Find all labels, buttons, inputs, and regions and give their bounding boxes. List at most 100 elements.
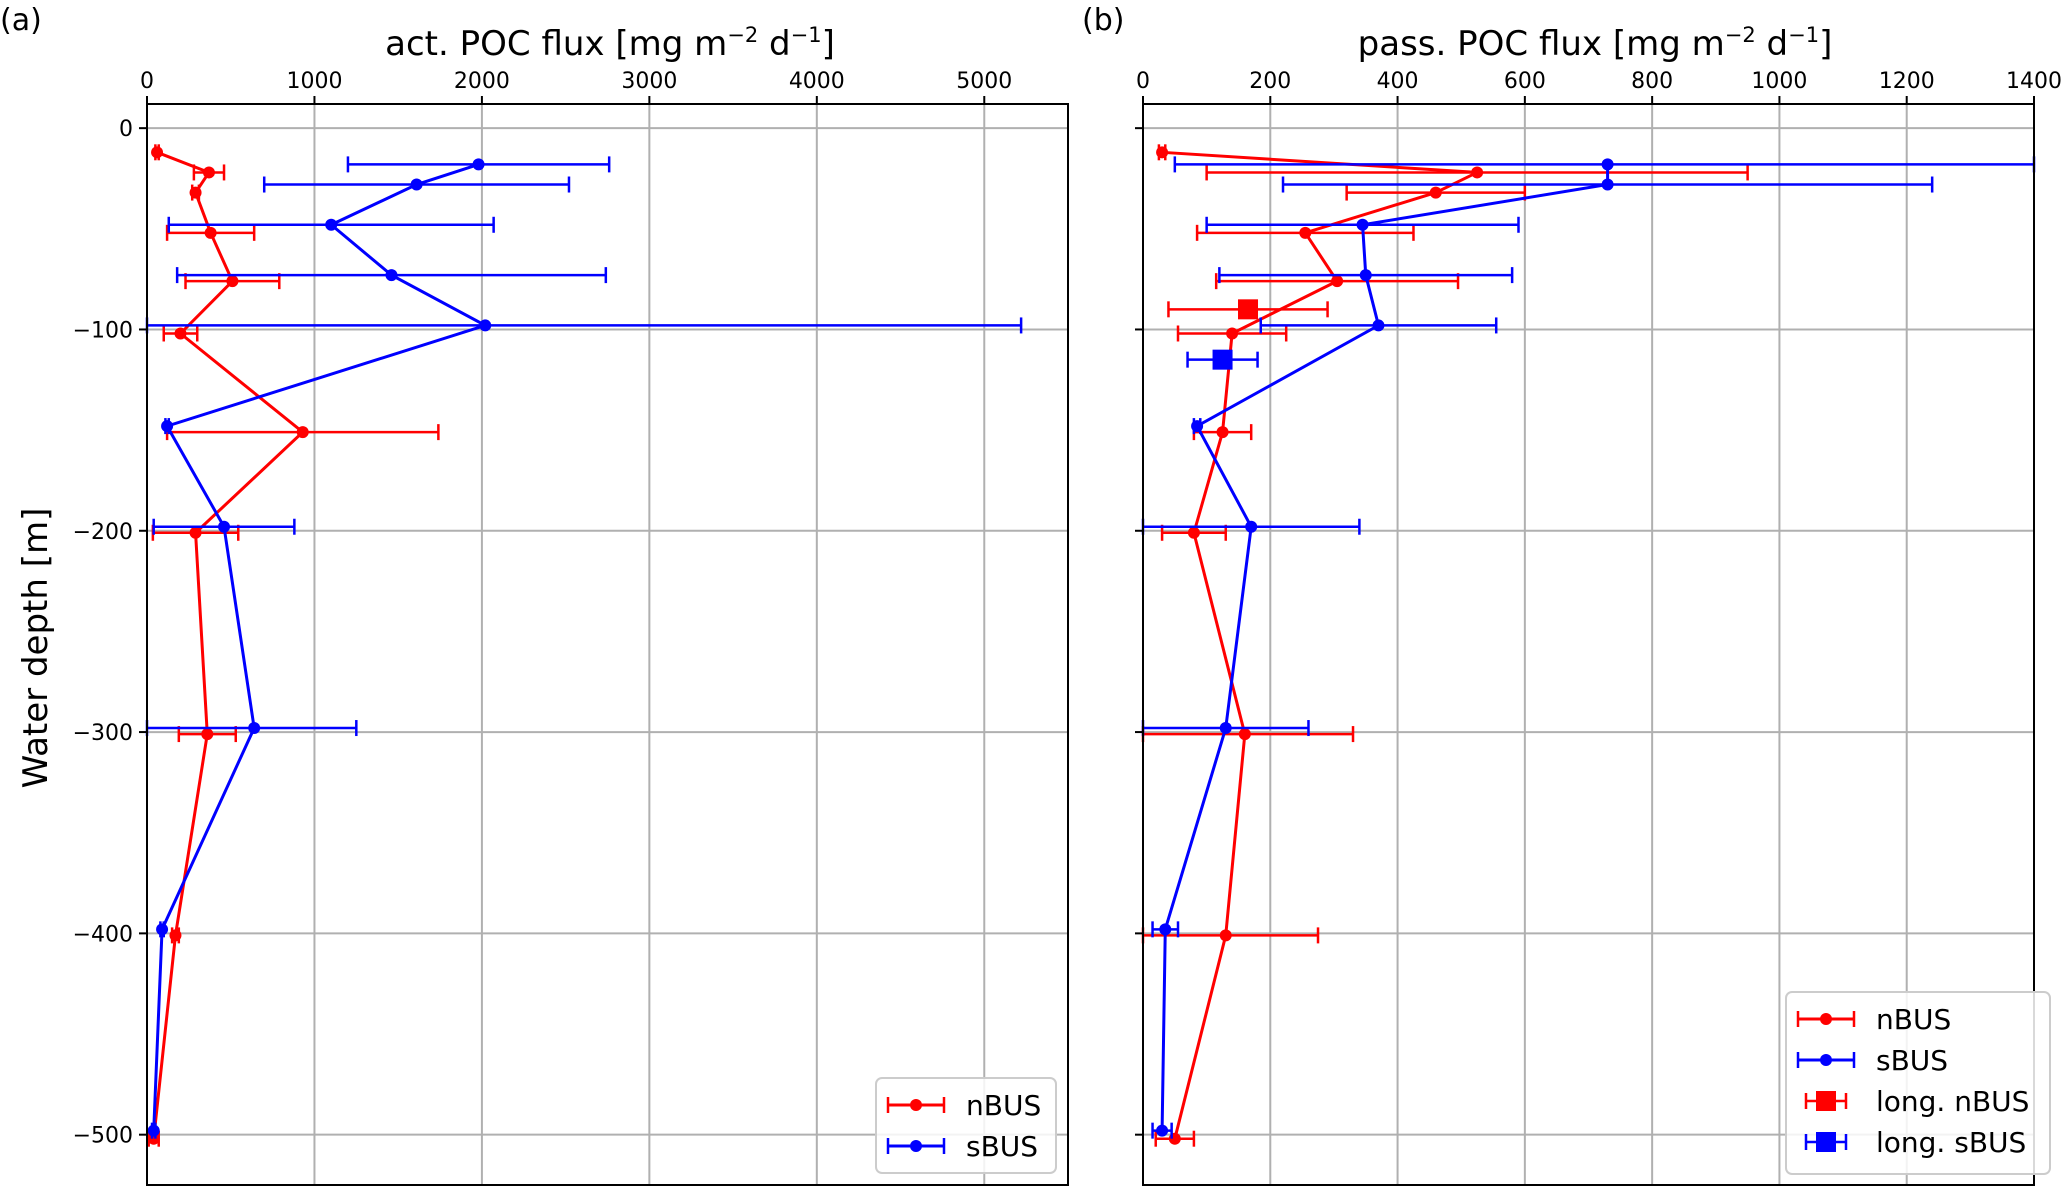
data-point [1219,929,1232,942]
data-point [1216,426,1229,439]
data-point [151,146,164,159]
x-tick-label: 0 [140,69,154,94]
series-long-nbus [1167,299,1329,320]
legend-entry-long-nbus: long. nBUS [1804,1085,2029,1118]
data-point [226,275,239,288]
data-point [479,319,492,332]
data-point [156,923,169,936]
data-point [1191,420,1204,433]
data-point-square [1212,349,1233,370]
data-point [201,728,214,741]
axes-frame-b [1142,103,2035,1186]
legend-a: nBUS sBUS [875,1077,1057,1174]
data-point [1359,269,1372,282]
legend-marker [1820,1054,1832,1066]
x-tick-label: 400 [1377,69,1419,94]
series-nbus [147,144,440,1147]
y-tick-label: −200 [73,520,133,545]
y-tick-label: −400 [73,922,133,947]
y-tick-label: −100 [73,318,133,343]
data-point [174,327,187,340]
series-line-sbus [1160,164,1610,1131]
x-tick-label: 3000 [621,69,677,94]
series-nbus [1141,144,1749,1147]
legend-marker-square [1816,1132,1836,1152]
x-tick-label: 1400 [2006,69,2062,94]
x-tick-label: 600 [1504,69,1546,94]
legend-label: long. sBUS [1876,1126,2026,1159]
data-point [385,269,398,282]
x-axis-title-b: pass. POC flux [mg m−2 d−1] [1358,23,1833,64]
data-point [1356,218,1369,231]
x-tick-label: 4000 [789,69,845,94]
y-ticks-b [1135,127,1143,1136]
data-point [169,929,182,942]
legend-marker [1820,1013,1832,1025]
y-axis-title: Water depth [m] [16,508,56,789]
legend-label: nBUS [966,1089,1041,1122]
x-tick-label: 800 [1631,69,1673,94]
x-tick-label: 200 [1249,69,1291,94]
legend-label: nBUS [1876,1003,1951,1036]
panel-passive-poc-flux: (b) pass. POC flux [mg m−2 d−1] 0 200 400 6… [1082,3,2062,1186]
data-point [204,226,217,239]
data-point [189,526,202,539]
legend-marker-square [1816,1091,1836,1111]
panel-label-b: (b) [1082,3,1124,38]
data-point [1238,728,1251,741]
data-point [202,166,215,179]
data-point [472,158,485,171]
data-point-square [1238,299,1259,320]
y-ticks-a: 0 −100 −200 −300 −400 −500 [73,117,147,1149]
legend-box [1785,991,2051,1175]
panel-active-poc-flux: (a) act. POC flux [mg m−2 d−1] Water dep… [0,3,1069,1186]
series-long-sbus [1186,349,1259,370]
data-point [1156,1124,1169,1137]
data-point [1219,722,1232,735]
data-point [147,1124,160,1137]
y-tick-label: −500 [73,1124,133,1149]
data-point [1299,226,1312,239]
data-point [248,722,261,735]
data-point [1601,178,1614,191]
data-point [296,426,309,439]
x-axis-title-a: act. POC flux [mg m−2 d−1] [385,23,835,64]
data-point [1331,275,1344,288]
data-point [1429,186,1442,199]
data-point [189,186,202,199]
x-tick-label: 0 [1136,69,1150,94]
legend-entry-sbus: sBUS [1796,1044,1948,1077]
data-point [1226,327,1239,340]
data-point [218,520,231,533]
data-point [1245,520,1258,533]
data-point [1159,923,1172,936]
x-tick-label: 1000 [286,69,342,94]
legend-entry-nbus: nBUS [1796,1003,1951,1036]
legend-b: nBUS sBUS long. nBUS long. sBUS [1785,991,2051,1175]
data-point [1372,319,1385,332]
legend-marker [910,1140,922,1152]
axes-frame-a [146,103,1069,1186]
legend-entry-nbus: nBUS [886,1089,1041,1122]
x-tick-label: 1000 [1751,69,1807,94]
series-line-sbus [152,162,490,1131]
plot-area-b [1141,144,2036,1147]
data-point [1187,526,1200,539]
x-ticks-b: 0 200 400 600 800 1000 1200 1400 [1136,69,2062,104]
legend-entry-sbus: sBUS [886,1130,1038,1163]
data-point [1156,146,1169,159]
legend-label: sBUS [1876,1044,1948,1077]
legend-entry-long-sbus: long. sBUS [1804,1126,2026,1159]
data-point [1601,158,1614,171]
x-tick-label: 2000 [454,69,510,94]
legend-label: long. nBUS [1876,1085,2029,1118]
data-point [1471,166,1484,179]
data-point [161,420,174,433]
y-tick-label: −300 [73,721,133,746]
x-tick-label: 1200 [1879,69,1935,94]
legend-label: sBUS [966,1130,1038,1163]
x-ticks-a: 0 1000 2000 3000 4000 5000 [140,69,1012,104]
x-tick-label: 5000 [956,69,1012,94]
